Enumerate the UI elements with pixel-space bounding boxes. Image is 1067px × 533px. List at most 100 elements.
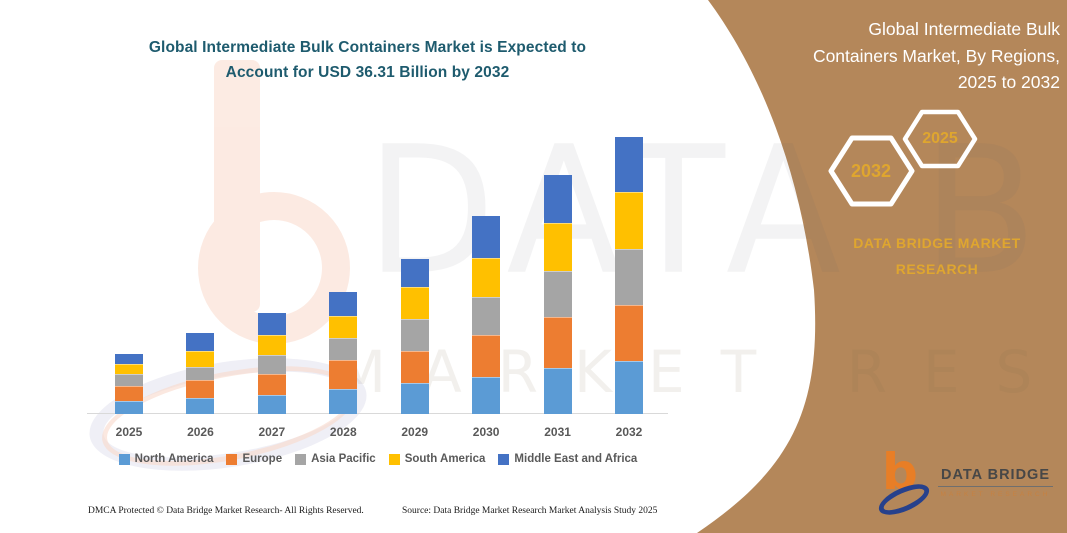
bar-segment-asia-pacific (400, 318, 429, 351)
bar-segment-south-america (186, 351, 215, 367)
brand-wordmark-line-1: DATA BRIDGE MARKET (853, 235, 1021, 251)
data-bridge-b-icon: b (874, 447, 934, 521)
x-axis-label-2027: 2027 (258, 425, 286, 439)
bar-stack-2030 (472, 216, 501, 414)
x-axis-label-2025: 2025 (115, 425, 143, 439)
bar-segment-middle-east-and-africa (186, 333, 215, 352)
bar-segment-north-america (115, 401, 143, 414)
bar-segment-asia-pacific (186, 366, 215, 380)
brand-wordmark-line-2: RESEARCH (895, 260, 979, 277)
bar-segment-europe (115, 385, 143, 401)
bar-segment-middle-east-and-africa (543, 175, 572, 223)
x-axis-label-2030: 2030 (472, 425, 500, 439)
hexagon-year-label: 2025 (922, 130, 958, 147)
panel-title-line-1: Global Intermediate Bulk (868, 19, 1060, 39)
legend-swatch-icon (226, 453, 238, 465)
hexagon-outline-icon (828, 135, 915, 207)
bar-segment-europe (186, 379, 215, 398)
bar-segment-middle-east-and-africa (472, 216, 501, 258)
legend-item-middle-east-and-africa: Middle East and Africa (498, 453, 637, 465)
legend-item-europe: Europe (226, 453, 282, 465)
bar-segment-asia-pacific (257, 355, 286, 374)
legend-swatch-icon (498, 453, 510, 465)
bar-segment-middle-east-and-africa (257, 313, 286, 336)
bar-segment-middle-east-and-africa (615, 137, 643, 193)
b-glyph-icon: b (882, 443, 918, 501)
x-axis-label-2026: 2026 (187, 425, 214, 439)
bar-segment-south-america (115, 363, 143, 374)
chart-title-line-1: Global Intermediate Bulk Containers Mark… (148, 39, 587, 56)
legend-swatch-icon (118, 453, 130, 465)
logo-subtitle-text: MARKET RESEARCH (940, 491, 1051, 498)
brand-wordmark: DATA BRIDGE MARKET RESEARCH (812, 231, 1062, 283)
logo-name-text: DATA BRIDGE (938, 467, 1053, 487)
legend-item-asia-pacific: Asia Pacific (295, 453, 376, 465)
bar-stack-2026 (186, 333, 215, 414)
bar-segment-north-america (257, 394, 286, 414)
hexagon-year-label: 2032 (850, 160, 892, 181)
x-axis-label-2028: 2028 (329, 425, 357, 439)
panel-title-line-3: 2025 to 2032 (957, 72, 1060, 93)
bar-segment-south-america (257, 335, 286, 356)
bar-segment-middle-east-and-africa (400, 258, 429, 287)
bar-segment-middle-east-and-africa (115, 353, 143, 364)
x-axis-label-2029: 2029 (401, 425, 429, 439)
bar-segment-asia-pacific (115, 373, 143, 386)
bar-segment-middle-east-and-africa (329, 291, 358, 317)
legend-label: South America (404, 453, 486, 465)
bar-segment-north-america (400, 382, 429, 414)
legend-label: North America (134, 453, 214, 465)
bar-stack-2029 (400, 258, 429, 414)
bar-segment-asia-pacific (329, 338, 358, 360)
bar-segment-north-america (472, 376, 501, 414)
legend-label: Middle East and Africa (514, 453, 638, 465)
bar-segment-asia-pacific (472, 296, 501, 336)
bar-segment-europe (400, 350, 429, 383)
x-axis-line (87, 413, 668, 414)
footer-dmca-text: DMCA Protected © Data Bridge Market Rese… (88, 506, 364, 516)
bar-segment-south-america (472, 257, 501, 297)
bar-segment-europe (543, 317, 572, 368)
hexagon-badge-2032: 2032 (825, 133, 917, 209)
panel-title-line-2: Containers Market, By Regions, (812, 45, 1060, 66)
bar-segment-north-america (615, 361, 643, 414)
legend-label: Europe (242, 453, 283, 465)
bar-segment-europe (615, 304, 643, 362)
legend-swatch-icon (388, 453, 400, 465)
watermark-band-text: MARKET RESEARCH (336, 338, 1067, 406)
bar-stack-2025 (115, 353, 143, 414)
bar-segment-asia-pacific (615, 249, 643, 305)
x-axis-label-2031: 2031 (544, 425, 571, 439)
bar-segment-south-america (400, 286, 429, 319)
hexagon-outline-icon (902, 109, 978, 169)
hexagon-badge-2025: 2025 (900, 108, 980, 170)
bar-segment-north-america (543, 367, 572, 414)
chart-title: Global Intermediate Bulk Containers Mark… (95, 36, 640, 86)
chart-legend: North America Europe Asia Pacific South Ame… (88, 453, 668, 465)
legend-item-north-america: North America (118, 453, 214, 465)
bar-stack-2031 (543, 175, 572, 414)
company-logo: b DATA BRIDGE MARKET RESEARCH (874, 447, 1055, 523)
footer-source-text: Source: Data Bridge Market Research Mark… (402, 506, 658, 516)
bar-stack-2028 (329, 291, 358, 414)
bar-segment-south-america (329, 316, 358, 339)
bar-stack-2032 (615, 137, 643, 414)
legend-item-south-america: South America (388, 453, 486, 465)
bar-segment-south-america (615, 192, 643, 250)
bar-segment-europe (257, 373, 286, 395)
bar-segment-south-america (543, 222, 572, 271)
bar-segment-europe (472, 335, 501, 377)
bar-segment-asia-pacific (543, 270, 572, 318)
bar-stack-2027 (257, 313, 286, 414)
bar-segment-europe (329, 359, 358, 389)
chart-title-line-2: Account for USD 36.31 Billion by 2032 (225, 63, 510, 81)
legend-label: Asia Pacific (311, 453, 376, 465)
brown-panel-shape (697, 0, 1067, 533)
panel-title: Global Intermediate Bulk Containers Mark… (757, 16, 1060, 96)
legend-swatch-icon (295, 453, 307, 465)
bar-segment-north-america (329, 388, 358, 414)
bar-segment-north-america (186, 398, 215, 414)
